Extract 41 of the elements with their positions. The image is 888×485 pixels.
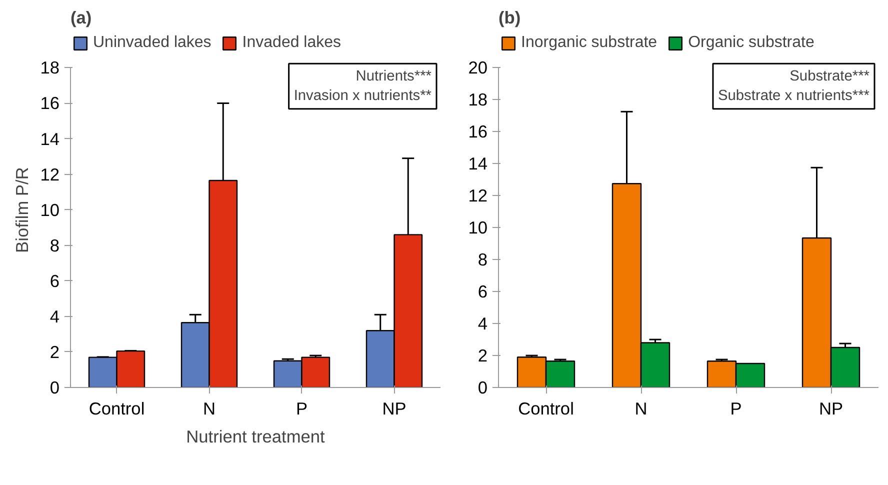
x-tick-label: NP bbox=[818, 398, 844, 418]
y-tick-label: 2 bbox=[478, 346, 488, 366]
y-tick-label: 16 bbox=[40, 93, 60, 114]
x-tick-label: P bbox=[296, 398, 308, 418]
y-tick-label: 4 bbox=[478, 314, 488, 334]
legend-label: Uninvaded lakes bbox=[93, 34, 212, 52]
x-axis-title: Nutrient treatment bbox=[186, 426, 326, 446]
y-tick-label: 0 bbox=[478, 378, 488, 398]
chart-title: (a) bbox=[70, 8, 92, 28]
x-tick-label: NP bbox=[382, 398, 406, 418]
chart-title: (b) bbox=[498, 8, 521, 28]
y-tick-label: 14 bbox=[468, 154, 488, 174]
y-tick-label: 10 bbox=[40, 200, 60, 220]
x-tick-label: P bbox=[730, 398, 742, 418]
y-tick-label: 12 bbox=[468, 186, 488, 206]
x-tick-label: N bbox=[634, 398, 648, 418]
y-tick-label: 18 bbox=[468, 90, 488, 110]
annotation: Nutrients*** bbox=[356, 68, 432, 85]
x-tick-label: Control bbox=[88, 398, 145, 418]
annotation: Substrate x nutrients*** bbox=[718, 88, 870, 104]
y-tick-label: 2 bbox=[50, 342, 60, 362]
y-tick-label: 14 bbox=[40, 128, 60, 149]
y-tick-label: 6 bbox=[478, 282, 488, 302]
y-tick-label: 16 bbox=[468, 122, 488, 142]
y-tick-label: 20 bbox=[468, 58, 488, 78]
y-tick-label: 8 bbox=[478, 250, 488, 270]
y-tick-label: 8 bbox=[50, 235, 60, 256]
annotation: Invasion x nutrients** bbox=[294, 88, 432, 104]
x-tick-label: N bbox=[202, 398, 216, 418]
annotation: Substrate*** bbox=[790, 68, 870, 85]
y-axis-title: Biofilm P/R bbox=[12, 167, 32, 253]
y-tick-label: 12 bbox=[40, 164, 60, 184]
y-tick-label: 10 bbox=[468, 218, 488, 238]
x-tick-label: Control bbox=[518, 398, 574, 418]
y-tick-label: 6 bbox=[50, 270, 60, 291]
legend-label: Inorganic substrate bbox=[521, 34, 658, 52]
y-tick-label: 0 bbox=[50, 378, 60, 398]
y-tick-label: 18 bbox=[40, 58, 60, 78]
y-tick-label: 4 bbox=[50, 306, 60, 326]
legend-label: Invaded lakes bbox=[242, 34, 342, 52]
legend-label: Organic substrate bbox=[688, 34, 814, 52]
